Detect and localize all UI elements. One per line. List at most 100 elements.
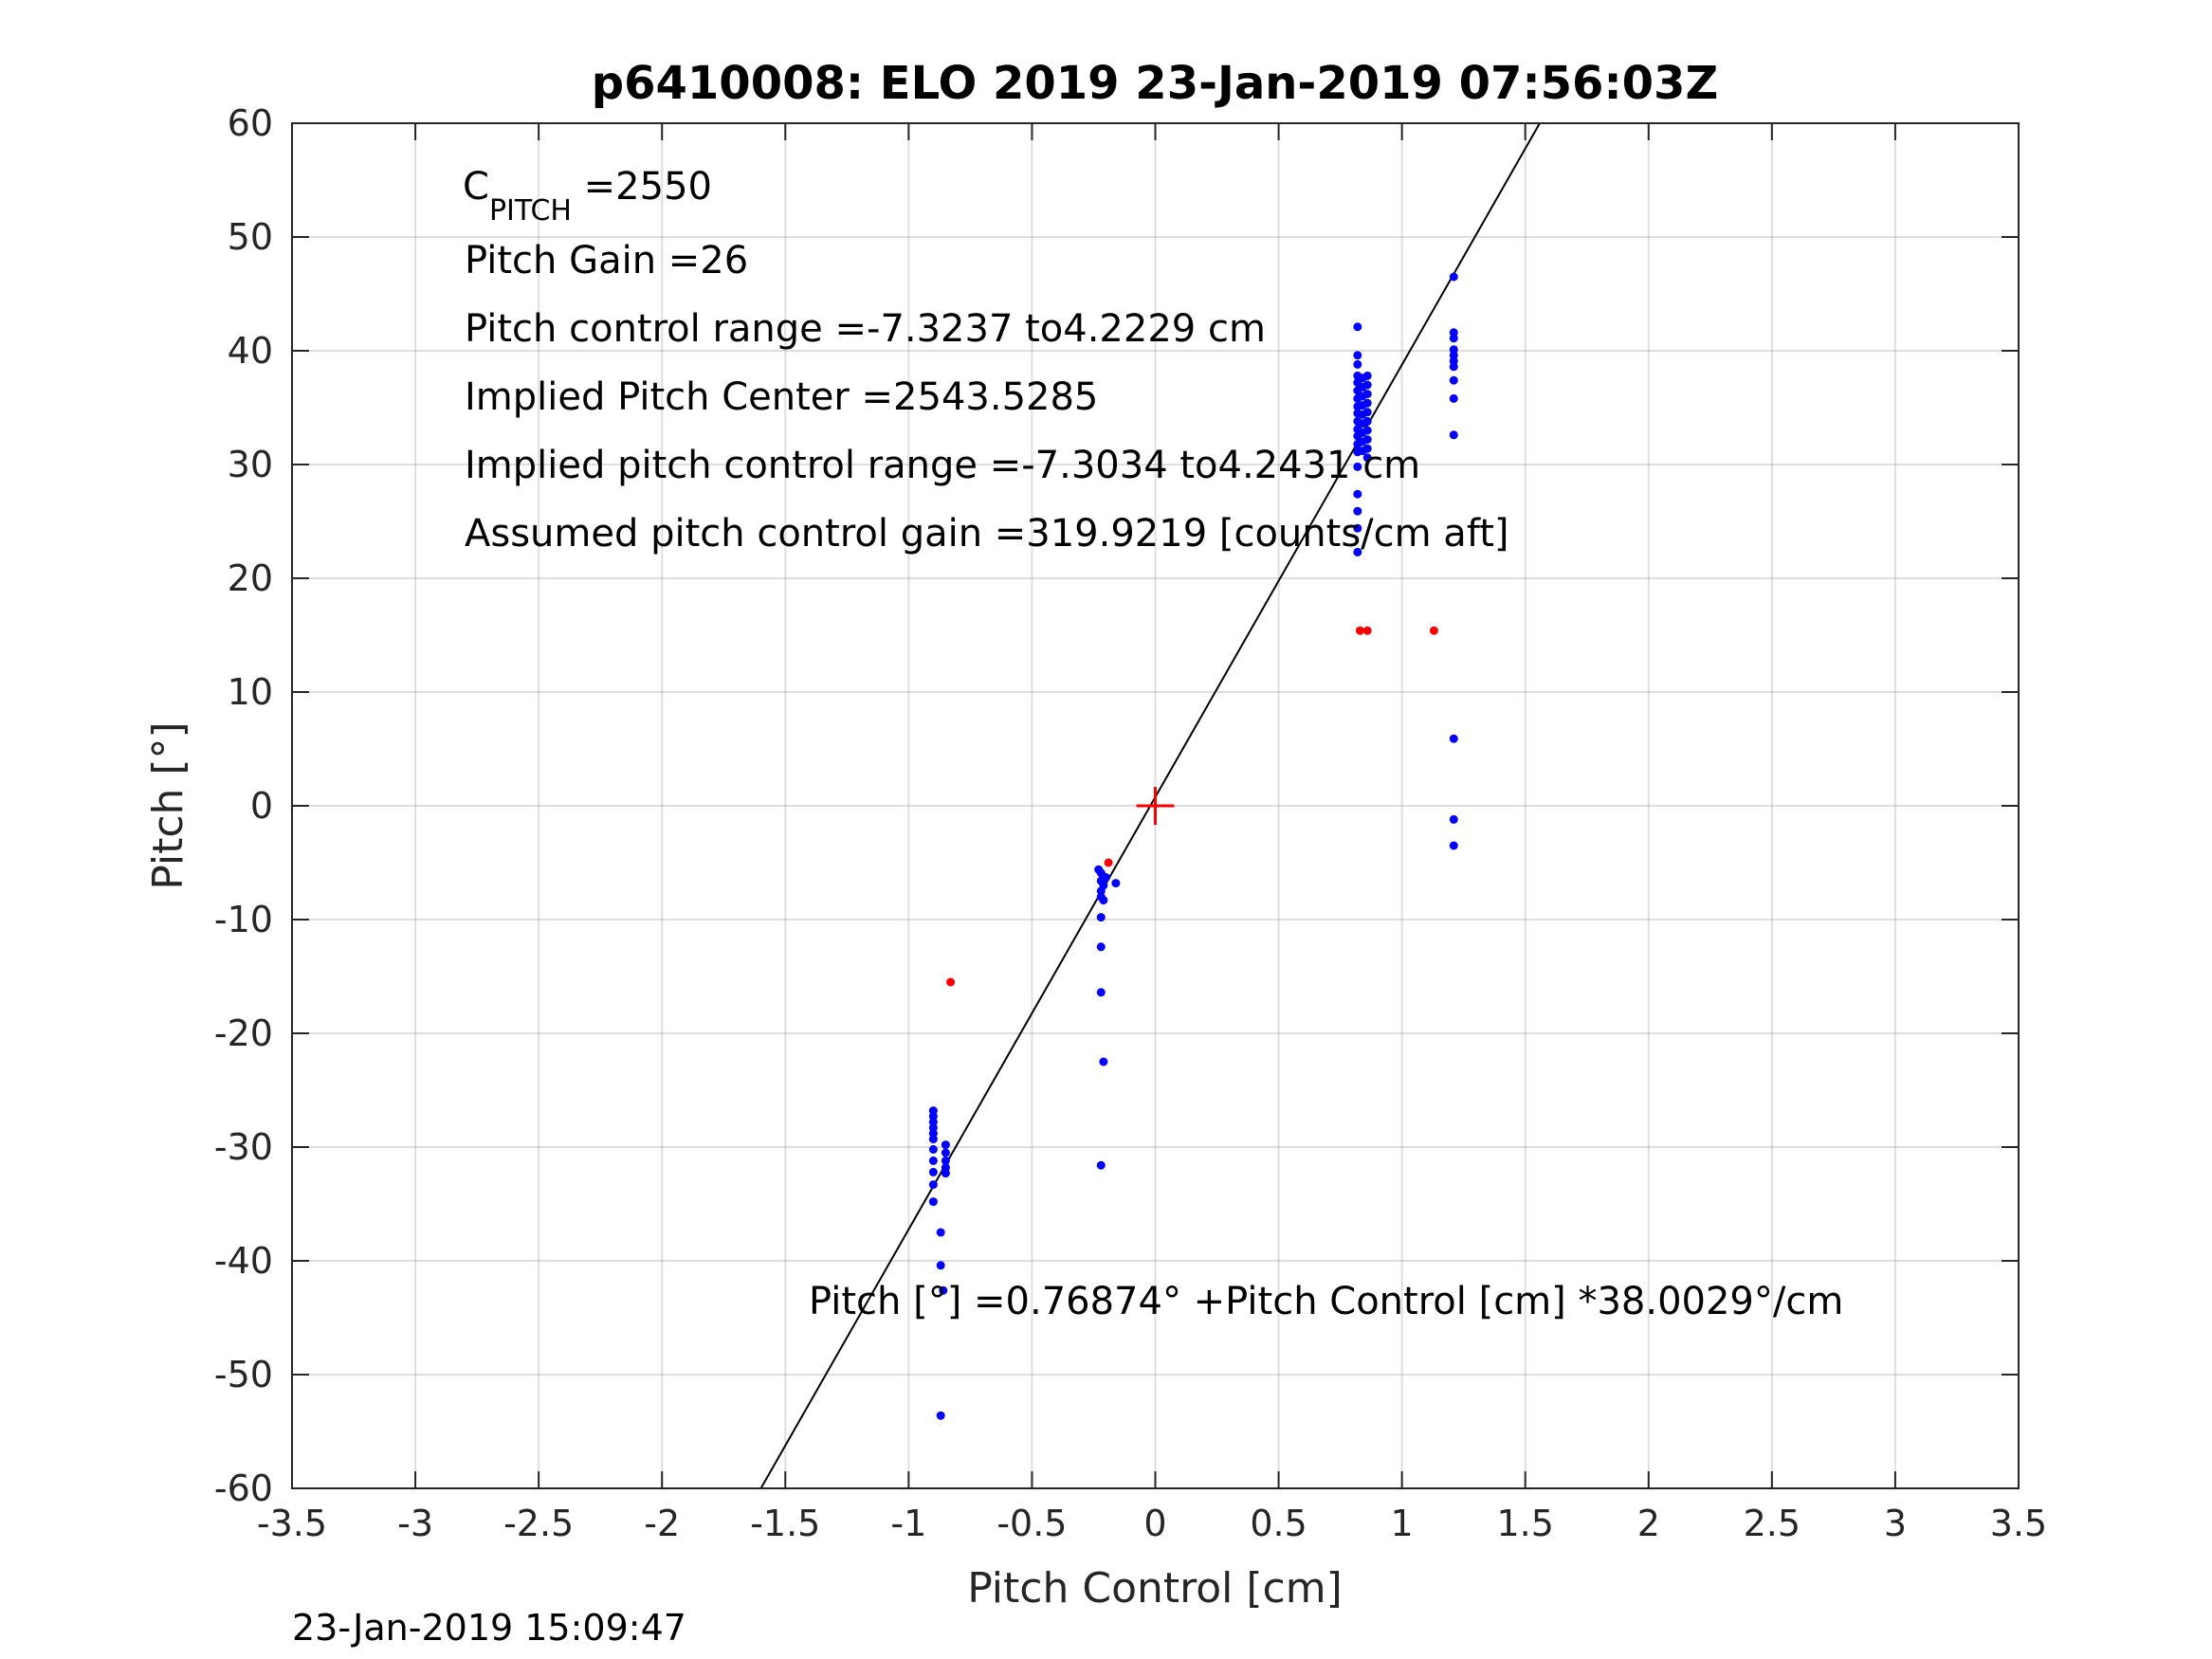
x-axis-label: Pitch Control [cm] <box>967 1564 1343 1613</box>
data-point-blue <box>1449 375 1458 385</box>
cpitch-main: C <box>463 165 489 209</box>
data-point-red <box>946 977 956 987</box>
y-tick-label: -20 <box>214 1012 273 1054</box>
data-point-blue <box>1353 547 1362 556</box>
data-point-blue <box>1096 988 1106 997</box>
center-marker <box>1136 787 1175 825</box>
annotation-implied-range: Implied pitch control range =-7.3034 to4… <box>465 444 1420 487</box>
data-point-blue <box>939 1285 948 1295</box>
data-point-blue <box>1362 426 1372 435</box>
data-point-red <box>1362 626 1372 635</box>
data-point-blue <box>928 1197 938 1207</box>
y-tick-label: 0 <box>250 785 273 827</box>
y-tick-label: -60 <box>214 1468 273 1509</box>
axis-ticks <box>291 122 2020 1489</box>
data-point-blue <box>1353 359 1362 369</box>
x-tick-label: 2.5 <box>1744 1503 1801 1544</box>
data-point-blue <box>1449 430 1458 440</box>
y-axis-label: Pitch [°] <box>144 721 192 889</box>
x-tick-label: -1 <box>890 1503 926 1544</box>
y-tick-label: 50 <box>228 216 273 258</box>
data-point-red <box>1355 626 1364 635</box>
data-point-blue <box>1362 453 1372 463</box>
y-tick-label: -10 <box>214 899 273 940</box>
data-point-blue <box>941 1169 950 1178</box>
x-tick-label: 3 <box>1884 1503 1907 1544</box>
y-tick-labels: -60 -50 -40 -30 -20 -10 0 10 20 30 40 50 60 <box>214 102 273 1509</box>
x-tick-label: 1 <box>1391 1503 1414 1544</box>
data-point-blue <box>1362 380 1372 390</box>
data-point-blue <box>1362 390 1372 399</box>
data-point-red <box>1429 626 1438 635</box>
data-point-blue <box>1449 272 1458 282</box>
data-point-blue <box>1353 322 1362 332</box>
x-tick-label: 1.5 <box>1496 1503 1553 1544</box>
data-point-blue <box>1096 942 1106 952</box>
data-point-blue <box>1449 814 1458 824</box>
data-point-blue <box>1353 506 1362 516</box>
x-tick-label: -2 <box>644 1503 680 1544</box>
footer-timestamp: 23-Jan-2019 15:09:47 <box>292 1607 686 1649</box>
annotation-assumed-gain: Assumed pitch control gain =319.9219 [co… <box>465 512 1508 556</box>
x-tick-label: 3.5 <box>1990 1503 2047 1544</box>
data-point-blue <box>928 1167 938 1176</box>
data-point-blue <box>1101 873 1110 883</box>
x-tick-label: -2.5 <box>503 1503 574 1544</box>
annotations: CPITCH =2550 Pitch Gain =26 Pitch contro… <box>463 165 1843 1323</box>
x-tick-label: -3.5 <box>257 1503 327 1544</box>
data-point-blue <box>928 1135 938 1144</box>
data-point-blue <box>1362 435 1372 445</box>
data-point-blue <box>1353 489 1362 499</box>
data-point-blue <box>1099 896 1108 905</box>
data-point-blue <box>928 1144 938 1154</box>
data-point-blue <box>1362 416 1372 426</box>
chart-title: p6410008: ELO 2019 23-Jan-2019 07:56:03Z <box>592 57 1719 110</box>
data-point-blue <box>928 1156 938 1165</box>
data-point-blue <box>1362 371 1372 380</box>
annotation-pitch-gain: Pitch Gain =26 <box>465 239 748 283</box>
data-point-blue <box>1096 913 1106 922</box>
y-tick-label: 60 <box>228 102 273 144</box>
data-point-blue <box>941 1156 950 1165</box>
data-point-blue <box>1111 879 1121 888</box>
cpitch-subscript: PITCH <box>489 194 572 228</box>
x-tick-labels: -3.5 -3 -2.5 -2 -1.5 -1 -0.5 0 0.5 1 1.5 2 2.5 3 3.5 <box>257 1503 2047 1544</box>
annotation-fit-equation: Pitch [°] =0.76874° +Pitch Control [cm] … <box>809 1280 1843 1323</box>
data-point-blue <box>1353 351 1362 360</box>
data-point-blue <box>1353 462 1362 471</box>
data-point-blue <box>936 1228 945 1237</box>
annotation-implied-center: Implied Pitch Center =2543.5285 <box>465 375 1098 419</box>
x-tick-label: -1.5 <box>750 1503 820 1544</box>
data-point-blue <box>1449 362 1458 372</box>
plot-area <box>291 122 2020 1489</box>
cpitch-value: =2550 <box>572 165 712 209</box>
y-tick-label: 30 <box>228 444 273 485</box>
y-tick-label: -50 <box>214 1354 273 1395</box>
x-tick-label: 2 <box>1637 1503 1660 1544</box>
data-point-blue <box>1449 734 1458 743</box>
annotation-cpitch: CPITCH =2550 <box>463 165 712 228</box>
data-point-red <box>1104 858 1113 867</box>
data-point-blue <box>1096 1160 1106 1170</box>
annotation-control-range: Pitch control range =-7.3237 to4.2229 cm <box>465 307 1266 351</box>
data-point-blue <box>928 1180 938 1190</box>
data-point-blue <box>941 1148 950 1158</box>
data-point-blue <box>1353 523 1362 533</box>
data-point-blue <box>1449 841 1458 850</box>
data-point-blue <box>1099 1057 1108 1066</box>
y-tick-label: 40 <box>228 330 273 372</box>
y-tick-label: -30 <box>214 1126 273 1168</box>
x-tick-label: -3 <box>397 1503 433 1544</box>
data-point-blue <box>1449 393 1458 403</box>
y-tick-label: -40 <box>214 1240 273 1282</box>
data-point-blue <box>1362 408 1372 417</box>
y-tick-label: 20 <box>228 557 273 599</box>
x-tick-label: 0 <box>1143 1503 1166 1544</box>
data-point-blue <box>941 1140 950 1150</box>
data-point-blue <box>936 1411 945 1420</box>
data-point-blue <box>1362 444 1372 453</box>
x-tick-label: -0.5 <box>996 1503 1067 1544</box>
x-tick-label: 0.5 <box>1250 1503 1307 1544</box>
data-point-blue <box>936 1261 945 1270</box>
